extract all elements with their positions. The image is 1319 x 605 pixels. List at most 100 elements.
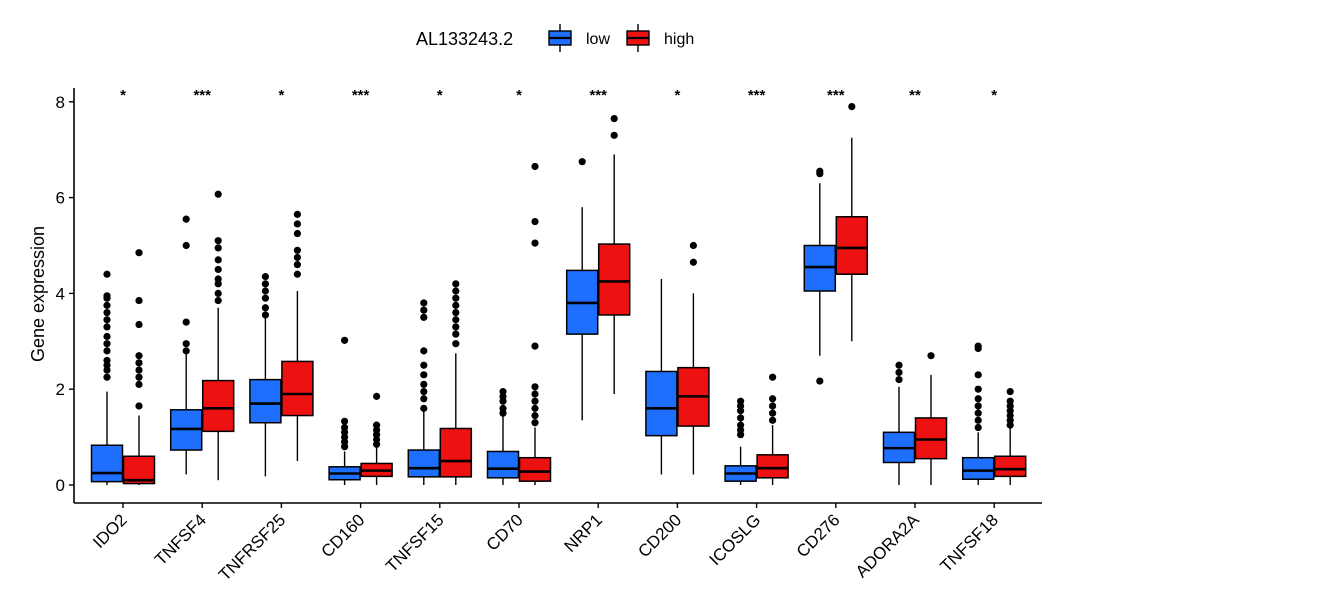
outlier-point <box>737 414 745 422</box>
y-tick-label: 2 <box>56 380 65 399</box>
outlier-point <box>182 318 190 326</box>
x-tick-label: ADORA2A <box>852 510 923 581</box>
outlier-point <box>737 397 745 405</box>
box-body <box>486 450 520 479</box>
outlier-point <box>214 275 222 283</box>
box-high-CD160 <box>360 392 393 485</box>
outlier-point <box>293 253 301 262</box>
outlier-point <box>214 190 222 198</box>
outlier-point <box>341 423 349 432</box>
outlier-point <box>182 215 190 223</box>
legend-label: high <box>664 31 694 48</box>
box-body <box>835 216 869 275</box>
significance-label: * <box>516 87 522 104</box>
outlier-point <box>895 361 903 369</box>
outlier-point <box>103 332 111 341</box>
outlier-point <box>293 210 301 218</box>
outlier-point <box>182 241 190 250</box>
outlier-point <box>373 421 381 429</box>
outlier-point <box>974 416 982 424</box>
outlier-point <box>420 361 428 369</box>
y-tick-label: 6 <box>56 189 65 208</box>
outlier-point <box>531 217 539 226</box>
outlier-point <box>420 371 428 379</box>
box-high-TNFSF4 <box>201 190 235 481</box>
outlier-point <box>293 270 301 278</box>
outlier-point <box>974 371 982 379</box>
outlier-point <box>452 280 460 288</box>
outlier-point <box>452 301 460 309</box>
box-high-CD276 <box>835 102 869 342</box>
outlier-point <box>531 162 539 171</box>
outlier-point <box>452 330 460 338</box>
outlier-point <box>293 261 301 269</box>
outlier-point <box>261 311 269 319</box>
outlier-point <box>420 387 428 396</box>
box-high-CD70 <box>518 162 552 485</box>
x-tick-label: CD160 <box>318 510 369 561</box>
significance-label: * <box>120 87 126 104</box>
outlier-point <box>103 340 111 348</box>
outlier-point <box>531 342 539 350</box>
box-low-IDO2 <box>90 270 124 485</box>
legend-key-high: high <box>626 24 694 52</box>
box-high-TNFRSF25 <box>281 210 314 462</box>
box-low-CD160 <box>328 336 361 485</box>
outlier-point <box>135 320 143 329</box>
x-tick-label: CD276 <box>793 510 844 561</box>
outlier-point <box>578 158 586 166</box>
x-tick-label: CD200 <box>634 510 685 561</box>
outlier-point <box>420 299 428 307</box>
outlier-point <box>769 409 777 417</box>
outlier-point <box>974 402 982 410</box>
outlier-point <box>769 373 777 381</box>
outlier-point <box>135 380 143 389</box>
box-body <box>90 444 124 483</box>
box-body <box>281 360 314 417</box>
outlier-point <box>182 340 190 348</box>
box-body <box>439 427 473 478</box>
outlier-point <box>261 287 269 295</box>
significance-label: *** <box>193 87 211 104</box>
outlier-point <box>531 397 539 405</box>
outlier-point <box>1006 387 1014 396</box>
outlier-point <box>103 373 111 381</box>
outlier-point <box>531 239 539 247</box>
box-low-TNFSF18 <box>961 342 995 485</box>
outlier-point <box>293 220 301 228</box>
outlier-point <box>214 244 222 252</box>
outlier-point <box>135 249 143 257</box>
outlier-point <box>103 270 111 278</box>
outlier-point <box>769 402 777 410</box>
outlier-point <box>182 347 190 355</box>
x-tick-label: NRP1 <box>561 510 607 556</box>
outlier-point <box>103 323 111 331</box>
outlier-point <box>420 306 428 314</box>
outlier-point <box>927 352 935 360</box>
legend: AL133243.2 low high <box>416 24 694 52</box>
box-body <box>249 378 282 424</box>
outlier-point <box>848 102 856 111</box>
outlier-point <box>420 404 428 412</box>
box-body <box>645 370 678 437</box>
outlier-point <box>103 316 111 324</box>
outlier-point <box>689 258 698 266</box>
box-body <box>407 449 441 478</box>
outlier-point <box>610 131 618 139</box>
outlier-point <box>135 296 143 305</box>
box-high-TNFSF15 <box>439 280 473 485</box>
outlier-point <box>261 294 269 302</box>
legend-label: low <box>586 31 610 48</box>
axes: 0 2 4 6 8 IDO2 TNFSF4 TNFRSF25 CD160 TNFSF15 CD70 N… <box>56 88 1042 585</box>
outlier-point <box>420 347 428 355</box>
outlier-point <box>103 308 111 317</box>
outlier-point <box>214 265 222 274</box>
x-tick-label: ICOSLG <box>706 510 765 569</box>
outlier-point <box>293 229 301 238</box>
outlier-point <box>135 366 143 374</box>
box-high-TNFSF18 <box>993 387 1027 485</box>
x-tick-label: CD70 <box>483 510 527 554</box>
outlier-point <box>103 347 111 355</box>
outlier-point <box>737 421 745 429</box>
